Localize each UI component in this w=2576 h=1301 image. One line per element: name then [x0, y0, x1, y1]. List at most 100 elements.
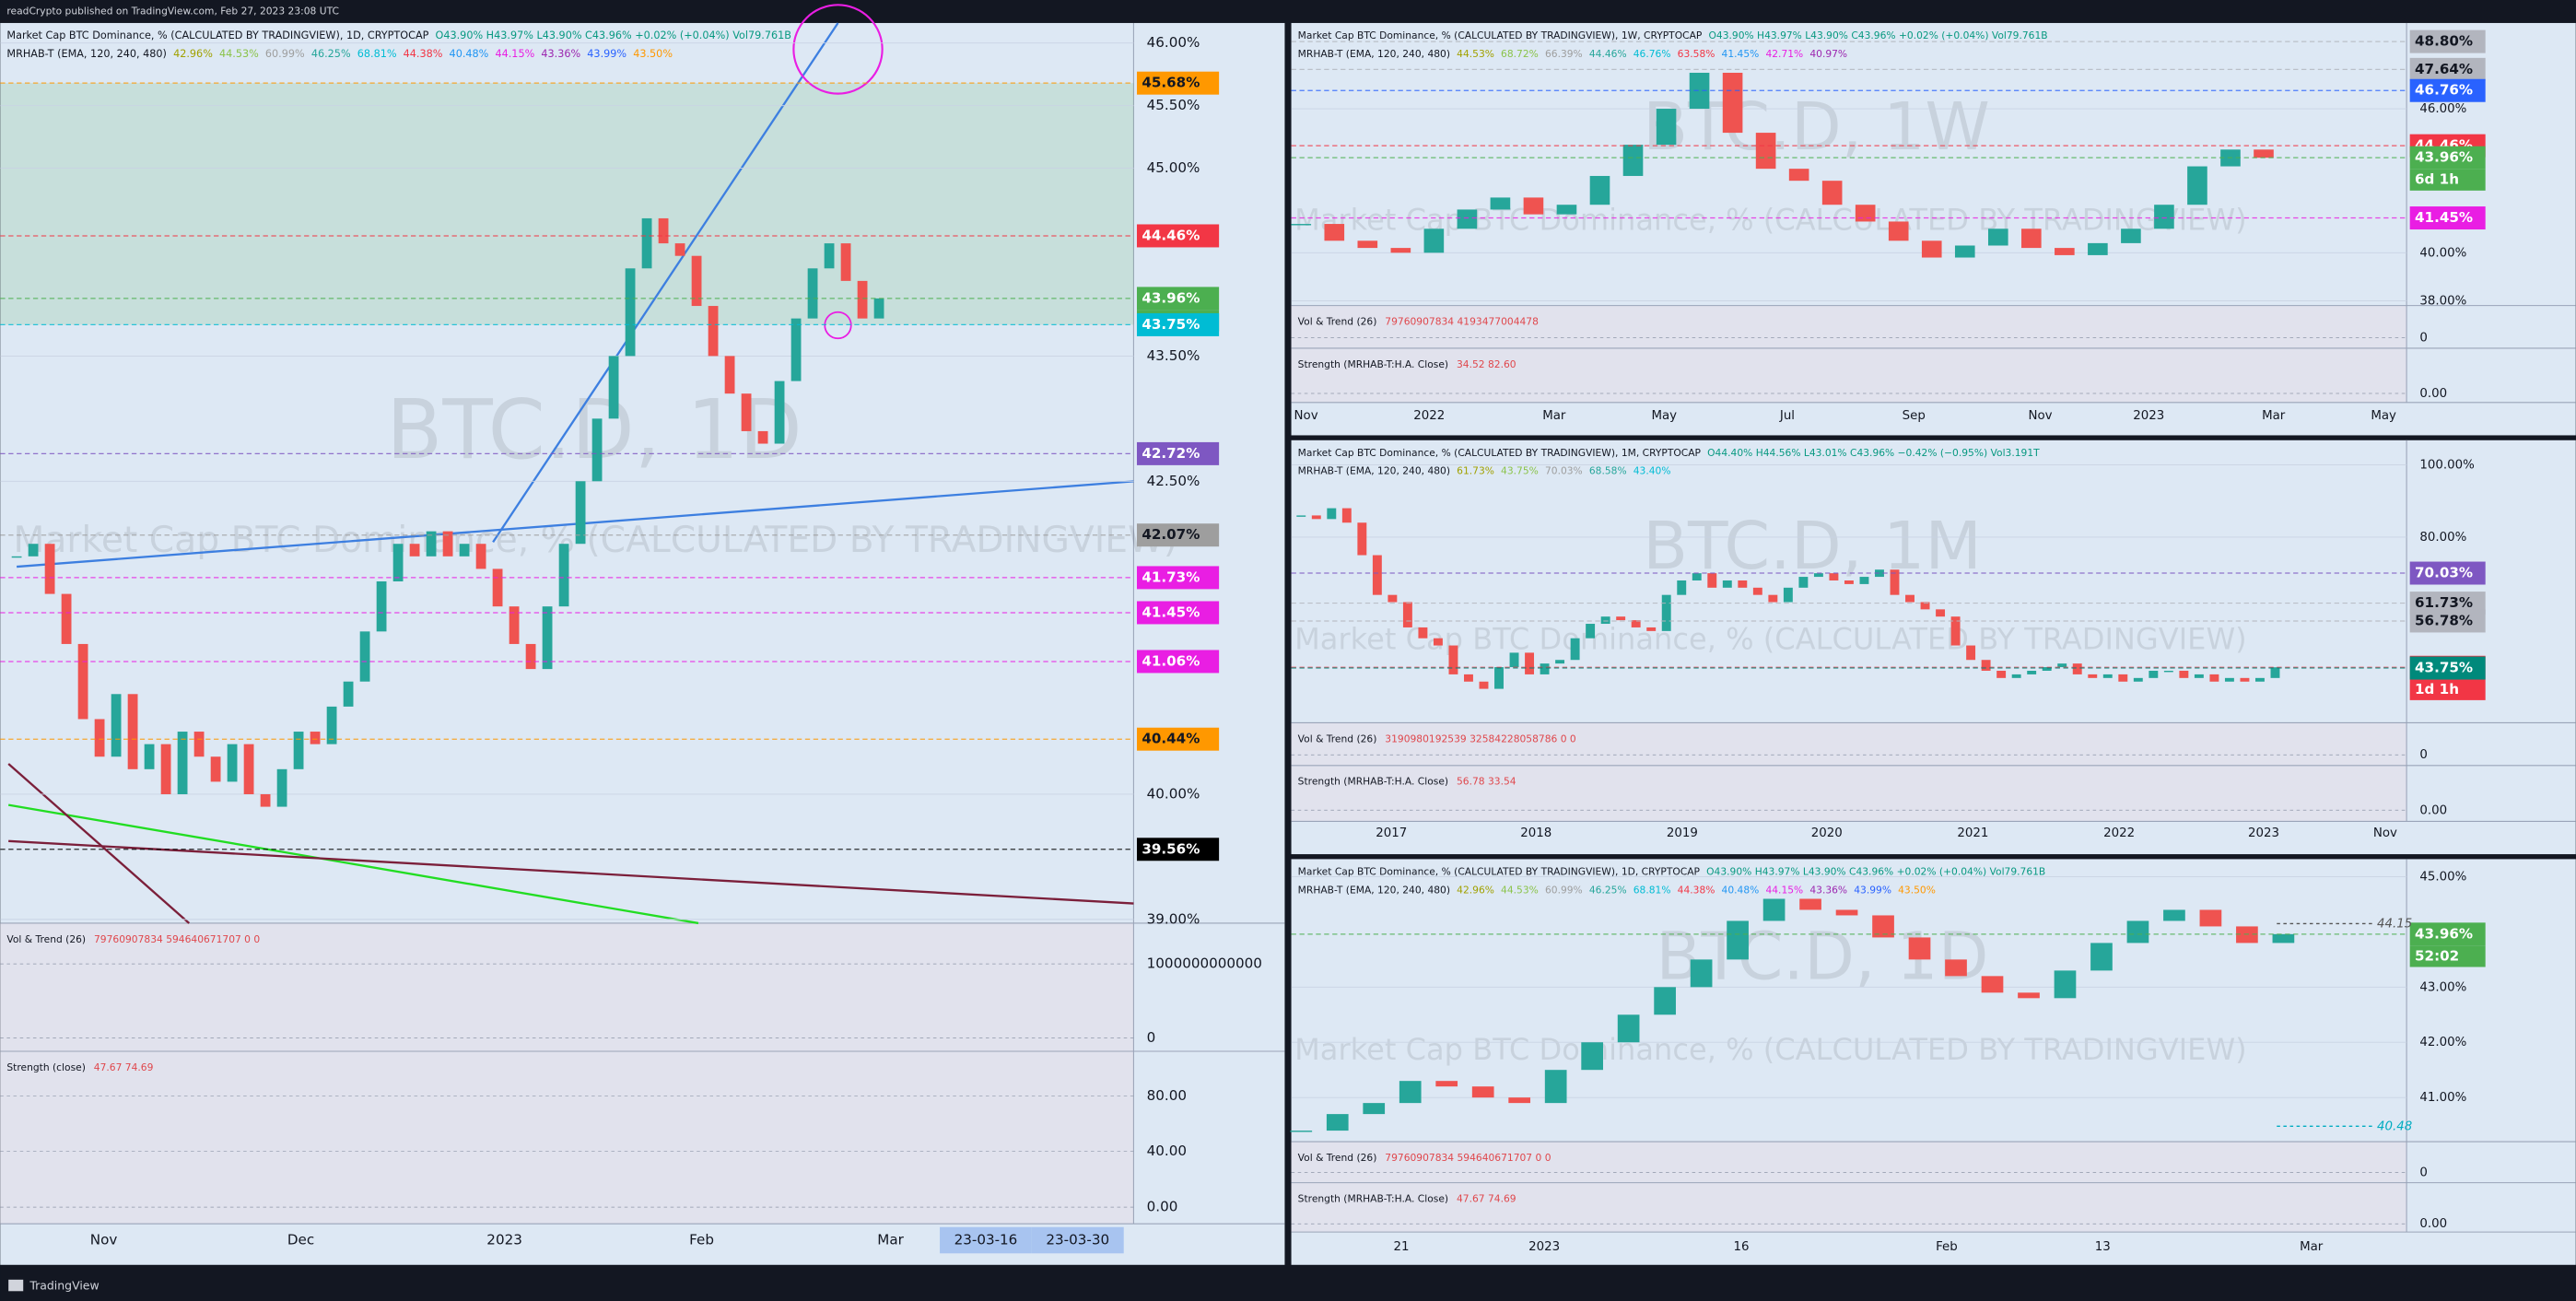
indicator-bg [1291, 722, 2407, 822]
candle [1677, 580, 1687, 595]
x-tick-label: Mar [2262, 409, 2286, 423]
vol-pane-title: Vol & Trend (26) 3190980192539 3258422805… [1298, 733, 1576, 744]
candle [1617, 1014, 1640, 1043]
x-tick-label: 13 [2095, 1240, 2111, 1254]
price-badge-label: 48.80% [2415, 33, 2473, 50]
x-tick-label: 2023 [1528, 1240, 1560, 1254]
candle [1950, 616, 1961, 646]
x-tick-label: Jul [1779, 409, 1795, 423]
level-annotation: 40.48 [2377, 1119, 2412, 1133]
price-badge [2409, 146, 2486, 170]
indicator-value: 43.99% [1854, 884, 1891, 896]
price-badge-label: 56.78% [2415, 612, 2473, 628]
x-tick-label: May [2371, 409, 2396, 423]
indicator-bg [1291, 1142, 2407, 1233]
highlight-circle [792, 4, 884, 95]
price-badge-label: 46.76% [2415, 82, 2473, 99]
ohlc-values: O43.90% H43.97% L43.90% C43.96% +0.02% (… [1706, 866, 2045, 878]
price-badge-label: 61.73% [2415, 594, 2473, 611]
pane-values: 47.67 74.69 [94, 1061, 154, 1073]
candle [1390, 248, 1411, 253]
x-tick-label: 2019 [1667, 826, 1698, 840]
candle [1357, 240, 1378, 249]
candle [1981, 660, 1991, 671]
x-tick-label: Mar [2300, 1240, 2324, 1254]
trend-line [17, 480, 1134, 568]
candle [77, 643, 88, 720]
x-tick-label: May [1651, 409, 1677, 423]
indicator-header: MRHAB-T (EMA, 120, 240, 480) 44.53% 68.72%… [1298, 48, 1847, 60]
time-badge [1031, 1226, 1124, 1254]
pane-name: Strength (MRHAB-T:H.A. Close) [1298, 358, 1448, 370]
price-badge-label: 41.06% [1142, 652, 1200, 669]
price-badge [1136, 650, 1220, 674]
chart-panel: BTC.D, 1M Market Cap BTC Dominance, % (CA… [1291, 440, 2576, 855]
y-tick-label: 38.00% [2419, 294, 2466, 308]
candle [1479, 681, 1489, 689]
candle [1324, 224, 1345, 241]
watermark-name: Market Cap BTC Dominance, % (CALCULATED … [1294, 203, 2247, 238]
x-tick-label: Sep [1903, 409, 1926, 423]
y-tick-label: 40.00% [2419, 246, 2466, 260]
pane-tick-label: 40.00 [1147, 1143, 1187, 1159]
candle [1523, 197, 1544, 215]
pane-tick-label: 0 [2419, 331, 2428, 345]
x-tick-label: 2020 [1811, 826, 1843, 840]
price-badge-label: 40.44% [1142, 731, 1200, 747]
candle [61, 593, 72, 644]
pane-tick-label: 0.00 [2419, 803, 2447, 817]
price-badge-sub [2409, 945, 2486, 967]
candle [857, 280, 868, 319]
candle [1357, 522, 1367, 556]
symbol-title: Market Cap BTC Dominance, % (CALCULATED … [6, 29, 428, 41]
candle [1341, 508, 1352, 523]
price-badge [1136, 287, 1220, 311]
candle [475, 544, 486, 569]
indicator-value: 44.53% [219, 48, 259, 60]
candle [1966, 645, 1976, 661]
candle [1656, 109, 1677, 146]
indicator-value: 44.46% [1589, 48, 1627, 60]
candle [1768, 594, 1778, 603]
candle [2224, 677, 2234, 682]
trend-line [492, 22, 839, 543]
price-badge-label: 39.56% [1142, 840, 1200, 857]
x-tick-label: Nov [2373, 826, 2397, 840]
candle [1813, 573, 1823, 578]
time-badge-label: 23-03-16 [954, 1232, 1018, 1248]
candle [1646, 627, 1657, 631]
price-badge-label: 41.45% [2415, 209, 2473, 226]
pane-tick-label: 0.00 [2419, 1217, 2447, 1231]
candle [2118, 674, 2128, 682]
pane-values: 79760907834 4193477004478 [1385, 315, 1539, 327]
candle [2088, 242, 2108, 255]
candle [2054, 970, 2077, 999]
candle [276, 768, 287, 807]
x-tick-label: 16 [1734, 1240, 1750, 1254]
indicator-value: 43.36% [1809, 884, 1847, 896]
candle [160, 744, 171, 794]
price-badge [2409, 78, 2486, 102]
indicator-value: 63.58% [1678, 48, 1715, 60]
x-tick-label: Mar [1542, 409, 1566, 423]
price-badge [1136, 224, 1220, 248]
indicator-value: 42.71% [1765, 48, 1803, 60]
candle [2179, 670, 2189, 678]
candle [1692, 573, 1702, 580]
strength-pane-title: Strength (MRHAB-T:H.A. Close) 47.67 74.69 [1298, 1192, 1516, 1204]
price-badge-label: 42.07% [1142, 526, 1200, 543]
candle [326, 706, 337, 744]
candle [1490, 197, 1511, 210]
price-badge-label: 45.68% [1142, 75, 1200, 91]
publish-info: readCrypto published on TradingView.com,… [6, 5, 339, 17]
candle [44, 544, 55, 594]
candle [1996, 670, 2007, 678]
price-badge-timer: 1d 1h [2415, 681, 2459, 697]
candle [641, 217, 652, 269]
candle [575, 481, 586, 545]
indicator-bg [1291, 305, 2407, 403]
candle [1981, 976, 2004, 993]
